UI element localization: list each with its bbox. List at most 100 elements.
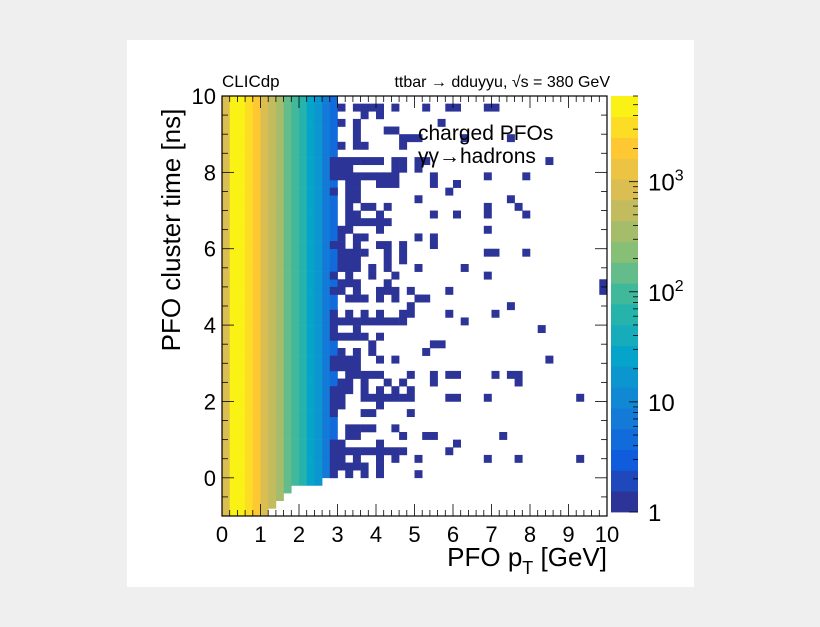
heatmap-bin [322,141,331,150]
heatmap-bin [268,485,277,494]
heatmap-bin [275,370,284,379]
heatmap-bin [252,454,261,463]
heatmap-bin [252,462,261,471]
heatmap-bin [352,241,361,250]
heatmap-bin [399,141,408,150]
heatmap-bin [245,286,254,295]
colorbar-band [611,470,638,492]
heatmap-bin [260,393,269,402]
heatmap-bin [222,241,230,250]
heatmap-bin [329,363,338,372]
heatmap-bin [275,103,284,112]
heatmap-bin [329,348,338,356]
heatmap-bin [306,233,315,242]
heatmap-bin [314,477,323,486]
heatmap-bin [237,111,246,120]
heatmap-bin [322,126,331,135]
heatmap-bin [283,264,292,272]
heatmap-bin [229,134,238,143]
heatmap-bin [252,409,261,418]
heatmap-bin [260,439,269,448]
heatmap-bin [260,370,269,379]
colorbar-band [611,366,638,388]
heatmap-bin [291,378,300,387]
heatmap-bin [283,462,292,471]
heatmap-bin [299,157,307,166]
x-axis-label-unit: [GeV] [533,542,607,572]
heatmap-bin [222,370,230,379]
heatmap-bin [391,294,400,303]
heatmap-bin [337,332,346,341]
heatmap-bin [268,141,277,150]
heatmap-bin [368,172,377,181]
heatmap-bin [306,424,315,433]
heatmap-bin [345,424,354,433]
heatmap-bin [229,279,238,288]
heatmap-bin [360,111,369,120]
heatmap-bin [314,103,323,112]
heatmap-bin [291,317,300,326]
heatmap-bin [329,279,338,288]
heatmap-bin [222,508,230,517]
heatmap-bin [322,279,331,288]
heatmap-bin [237,378,246,387]
heatmap-bin [291,187,300,196]
heatmap-bin [229,164,238,173]
heatmap-bin [329,111,338,120]
heatmap-bin [299,317,307,326]
heatmap-bin [345,248,354,257]
heatmap-bin [383,180,392,188]
heatmap-bin [514,370,523,379]
heatmap-bin [352,180,361,188]
heatmap-bin [445,393,454,402]
heatmap-bin [291,225,300,234]
heatmap-bin [299,477,307,486]
heatmap-bin [329,409,338,418]
heatmap-bin [306,195,315,204]
heatmap-bin [237,401,246,410]
heatmap-bin [299,294,307,303]
heatmap-bin [322,149,331,158]
colorbar-tick-label: 10 [648,390,675,417]
heatmap-bin [260,271,269,280]
heatmap-bin [229,187,238,196]
heatmap-bin [314,378,323,387]
heatmap-bin [453,370,461,379]
heatmap-bin [352,332,361,341]
heatmap-bin [329,218,338,227]
heatmap-bin [322,157,331,166]
heatmap-bin [360,424,369,433]
heatmap-bin [506,302,515,311]
heatmap-bin [322,164,331,173]
heatmap-bin [275,393,284,402]
heatmap-bin [299,141,307,150]
heatmap-bin [337,386,346,395]
heatmap-bin [268,187,277,196]
heatmap-bin [329,355,338,364]
heatmap-bin [322,210,331,219]
heatmap-bin [222,157,230,166]
heatmap-bin [268,416,277,425]
heatmap-bin [414,233,423,242]
heatmap-bin [245,141,254,150]
heatmap-bin [260,241,269,250]
legend-line-1: charged PFOs [418,122,553,145]
y-tick-label: 4 [204,313,216,338]
heatmap-bin [283,218,292,227]
heatmap-bin [268,157,277,166]
x-tick-label: 10 [595,522,619,547]
heatmap-bin [322,96,331,104]
heatmap-bin [283,416,292,425]
heatmap-bin [291,432,300,440]
heatmap-bin [399,393,408,402]
heatmap-bin [422,157,431,166]
heatmap-bin [237,233,246,242]
heatmap-bin [245,118,254,127]
heatmap-bin [368,348,377,356]
heatmap-bin [329,393,338,402]
heatmap-bin [345,271,354,280]
heatmap-bin [391,172,400,181]
heatmap-bin [414,454,423,463]
heatmap-bin [245,401,254,410]
heatmap-bin [445,103,454,112]
